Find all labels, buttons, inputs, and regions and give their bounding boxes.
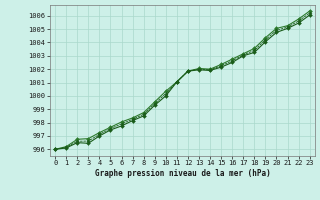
X-axis label: Graphe pression niveau de la mer (hPa): Graphe pression niveau de la mer (hPa): [94, 169, 270, 178]
